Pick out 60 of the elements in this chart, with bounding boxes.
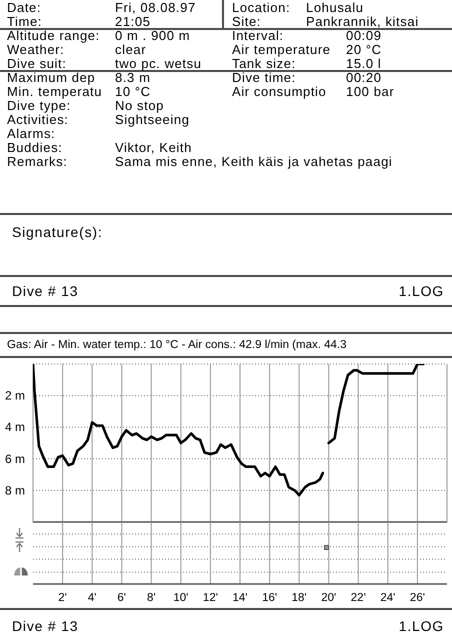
text: Interval:	[232, 28, 284, 43]
text: Time:	[7, 14, 42, 29]
text: 8.3 m	[115, 70, 151, 85]
text: 1.LOG	[398, 283, 444, 299]
text: 100 bar	[346, 84, 394, 99]
x-tick-label: 10'	[173, 592, 188, 604]
text: Air temperature	[232, 42, 331, 57]
text: Lohusalu	[306, 0, 364, 15]
text: 0 m . 900 m	[115, 28, 190, 43]
x-tick-label: 26'	[410, 592, 425, 604]
text: Activities:	[7, 112, 69, 127]
x-tick-label: 22'	[350, 592, 366, 604]
text: Air consumptio	[232, 84, 326, 99]
text: Tank size:	[232, 56, 296, 71]
text: Site:	[232, 14, 262, 29]
text: two pc. wetsu	[115, 56, 202, 71]
text: Dive time:	[232, 70, 296, 85]
x-tick-label: 20'	[321, 592, 336, 604]
y-tick-label: 8 m	[5, 483, 26, 498]
x-tick-label: 16'	[262, 592, 278, 604]
text: Dive # 13	[12, 618, 78, 634]
text: Sama mis enne, Keith käis ja vahetas paagi	[115, 154, 392, 169]
chart-title: Gas: Air - Min. water temp.: 10 °C - Air cons.: 42.9 l/min (max. 44.3	[7, 338, 346, 353]
text: 15.0 l	[346, 56, 382, 71]
text: Altitude range:	[7, 28, 100, 43]
text: 00:20	[346, 70, 382, 85]
x-tick-label: 18'	[292, 592, 307, 604]
text: Sightseeing	[115, 112, 190, 127]
text: Buddies:	[7, 140, 62, 155]
text: Dive suit:	[7, 56, 66, 71]
text: 21:05	[115, 14, 151, 29]
text: Dive # 13	[12, 283, 78, 299]
y-tick-label: 2 m	[5, 388, 26, 403]
text: 00:09	[346, 28, 382, 43]
x-tick-label: 6'	[117, 592, 126, 604]
text: Signature(s):	[12, 224, 103, 240]
text: No stop	[115, 98, 164, 113]
text: Pankrannik, kitsai	[306, 14, 419, 29]
x-tick-label: 2'	[58, 592, 67, 604]
text: Date:	[7, 0, 42, 15]
text: Dive type:	[7, 98, 71, 113]
x-tick-label: 24'	[380, 592, 396, 604]
text: Remarks:	[7, 154, 68, 169]
text: 1.LOG	[398, 618, 444, 634]
text: Fri, 08.08.97	[115, 0, 196, 15]
text: Weather:	[7, 42, 64, 57]
y-tick-label: 6 m	[5, 452, 26, 466]
text: Alarms:	[7, 126, 56, 141]
text: clear	[115, 42, 146, 57]
x-tick-label: 14'	[232, 592, 248, 604]
text: 20 °C	[346, 42, 382, 57]
text: 10 °C	[115, 84, 151, 99]
text: Maximum dep	[7, 70, 96, 85]
text: Location:	[232, 0, 290, 15]
x-tick-label: 12'	[202, 592, 218, 604]
y-tick-label: 4 m	[5, 420, 26, 434]
text: Viktor, Keith	[115, 140, 192, 155]
x-tick-label: 4'	[88, 592, 96, 604]
x-tick-label: 8'	[146, 592, 156, 604]
text: Min. temperatu	[7, 84, 102, 99]
